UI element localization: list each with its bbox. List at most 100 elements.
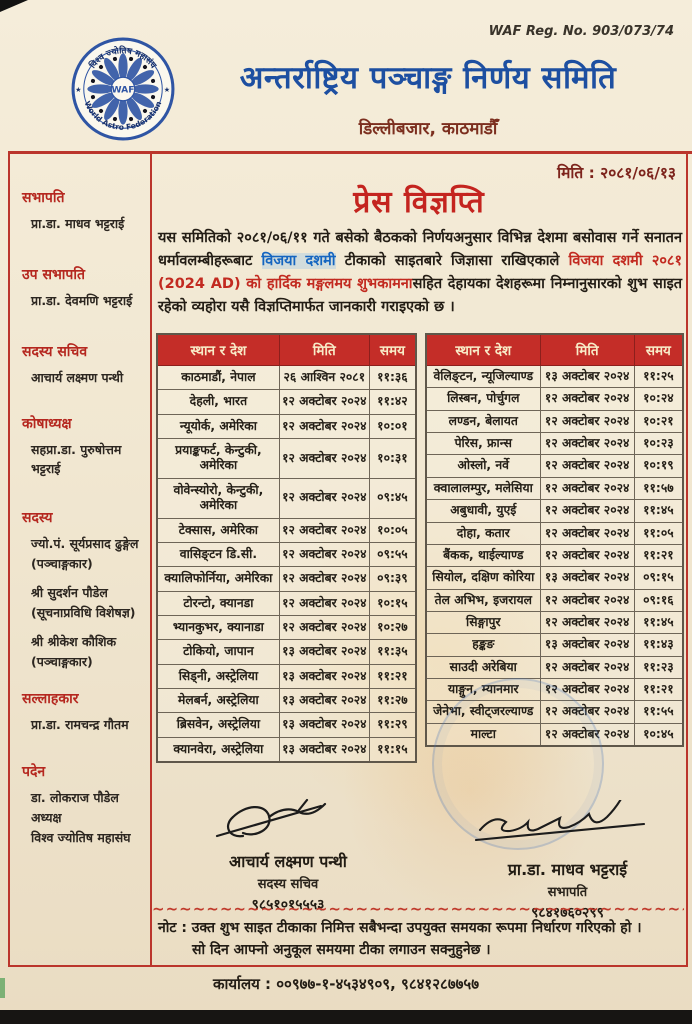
place-cell: टोकियो, जापान [156,639,280,665]
date-cell: १२ अक्टोबर २०२४ [278,389,370,415]
table-row: दोहा, कतार १२ अक्टोबर २०२४ ११:०५ [425,521,684,545]
sidebar-member-name: प्रा.डा. रामचन्द्र गौतम [31,717,129,733]
date-cell: १२ अक्टोबर २०२४ [278,541,370,568]
column-header: स्थान र देश [425,333,541,366]
sidebar-section: सदस्य सचिव आचार्य लक्ष्मण पन्थी [22,342,146,387]
table-row: अबुधावी, युएई १२ अक्टोबर २०२४ ११:४५ [425,499,684,523]
note-line: सो दिन आफ्नो अनुकूल समयमा टीका लगाउन सक्… [192,941,491,958]
time-cell: १०:२४ [633,387,684,411]
date-cell: १३ अक्टोबर २०२४ [539,364,635,389]
photo-artifact [0,978,5,998]
highlight-greeting: विजया दशमी २०८१ (2024 AD) को हार्दिक मङ्… [158,252,683,292]
signature-block-secretary: आचार्य लक्ष्मण पन्थी सदस्य सचिव ९८५१०१५५… [188,792,388,914]
date-cell: १२ अक्टोबर २०२४ [539,543,635,568]
saita-table-left: स्थान र देश मिति समय काठमाडौं, नेपाल २६ आश्… [156,333,417,764]
sidebar-member-name: (पञ्चाङ्गकार) [31,654,93,670]
time-cell: ११:२१ [633,678,684,702]
date-cell: १२ अक्टोबर २०२४ [539,476,635,501]
date-cell: १२ अक्टोबर २०२४ [539,409,635,434]
divider [8,151,10,967]
table-row: न्यूयोर्क, अमेरिका १२ अक्टोबर २०२४ १०:०१ [156,413,417,440]
sidebar-section-title: सदस्य सचिव [22,344,88,361]
table-row: लिस्बन, पोर्चुगल १२ अक्टोबर २०२४ १०:२४ [425,387,684,411]
column-header: समय [633,333,684,366]
table-row: देहली, भारत १२ अक्टोबर २०२४ ११:४२ [156,389,417,415]
place-cell: तेल अभिभ, इजरायल [425,588,541,612]
place-cell: वेलिङ्टन, न्यूजिल्याण्ड [425,364,541,389]
organization-name: अन्तर्राष्ट्रिय पञ्चाङ्ग निर्णय समिति [239,60,617,96]
date-cell: १२ अक्टोबर २०२४ [278,566,370,592]
official-stamp [432,678,604,850]
signature-block-chairman: प्रा.डा. माधव भट्टराई सभापति ९८४१७६०२९९ [455,797,680,922]
registration-number: WAF Reg. No. 903/073/74 [488,24,674,39]
table-row: मेलबर्न, अस्ट्रेलिया १३ अक्टोबर २०२४ ११:२७ [156,688,417,714]
table-row: टोरन्टो, क्यानडा १२ अक्टोबर २०२४ १०:१५ [156,590,417,616]
highlight-vijaya-dashami: विजया दशमी [261,252,336,269]
sidebar-member-name: (सूचनाप्रविधि विशेषज्ञ) [31,605,136,620]
table-row: तेल अभिभ, इजरायल १२ अक्टोबर २०२४ ०९:१६ [425,588,684,612]
table-row: क्वालालम्पुर, मलेसिया १२ अक्टोबर २०२४ ११:५… [425,476,684,501]
wavy-divider: ~~~~~~~~~~~~~~~~~~~~~~~~~~~~~~~~~~~~~~~~… [152,904,684,916]
place-cell: ब्रिसवेन, अस्ट्रेलिया [156,712,280,738]
time-cell: १०:१५ [368,590,417,616]
time-cell: ११:५५ [633,700,684,724]
signatory-name: प्रा.डा. माधव भट्टराई [507,860,628,879]
date-cell: १३ अक्टोबर २०२४ [278,688,370,714]
photo-artifact-bottom [0,1010,692,1024]
date-cell: १२ अक्टोबर २०२४ [539,432,635,456]
table-row: बैंकक, थाईल्याण्ड १२ अक्टोबर २०२४ ११:२१ [425,543,684,568]
date-cell: १२ अक्टोबर २०२४ [278,438,370,479]
table-row: लण्डन, बेलायत १२ अक्टोबर २०२४ १०:२१ [425,409,684,434]
place-cell: सिङ्गापुर [425,610,541,635]
table-row: पेरिस, फ्रान्स १२ अक्टोबर २०२४ १०:२३ [425,432,684,456]
date-cell: १२ अक्टोबर २०२४ [278,590,370,616]
time-cell: ११:२१ [633,543,684,568]
place-cell: काठमाडौं, नेपाल [156,364,280,391]
table-row: ब्रिसवेन, अस्ट्रेलिया १३ अक्टोबर २०२४ ११:२… [156,712,417,738]
date-cell: १२ अक्टोबर २०२४ [278,517,370,543]
time-cell: ०९:१६ [633,588,684,612]
sidebar-section-title: कोषाध्यक्ष [22,416,72,433]
paragraph-text: टीकाको साइतबारे जिज्ञासा राखिएकाले [335,252,569,269]
time-cell: ११:२१ [368,663,417,690]
time-cell: ११:४५ [633,610,684,635]
place-cell: टेक्सास, अमेरिका [156,517,280,543]
time-cell: १०:०१ [368,413,417,440]
place-cell: वोवेन्स्योरो, केन्टुकी, अमेरिका [156,477,280,519]
table-row: क्यानवेरा, अस्ट्रेलिया १३ अक्टोबर २०२४ ११:… [156,736,417,763]
sidebar-section: सभापति प्रा.डा. माधव भट्टराई [22,188,146,233]
time-cell: १०:२३ [633,432,684,456]
date-cell: १२ अक्टोबर २०२४ [539,499,635,523]
signatory-role: सभापति [547,885,588,900]
sidebar-section-title: पदेन [22,763,46,780]
time-cell: १०:२७ [368,614,417,641]
sidebar-section: कोषाध्यक्ष सहप्रा.डा. पुरुषोत्तम भट्टराई [22,414,146,477]
place-cell: हङ्कङ [425,633,541,657]
date-cell: १२ अक्टोबर २०२४ [539,610,635,635]
time-cell: ११:२९ [368,712,417,738]
signatory-name: आचार्य लक्ष्मण पन्थी [229,852,347,871]
date-cell: १३ अक्टोबर २०२४ [278,663,370,690]
place-cell: क्यानवेरा, अस्ट्रेलिया [156,736,280,763]
date-cell: १२ अक्टोबर २०२४ [539,387,635,411]
place-cell: भ्यानकुभर, क्यानाडा [156,614,280,641]
time-cell: ११:४३ [633,633,684,657]
star-icon: ★ [164,85,170,94]
signatory-phone: ९८४१७६०२९९ [531,905,604,921]
table-header-row: स्थान र देश मिति समय [156,333,417,366]
date-cell: १३ अक्टोबर २०२४ [278,639,370,665]
table-row: वेलिङ्टन, न्यूजिल्याण्ड १३ अक्टोबर २०२४ ११… [425,364,684,389]
place-cell: सिड्नी, अस्ट्रेलिया [156,663,280,690]
press-paragraph: यस समितिको २०८१/०६/११ गते बसेको बैठकको न… [158,227,682,319]
sidebar-member-name: सहप्रा.डा. पुरुषोत्तम भट्टराई [31,442,122,476]
table-row: ओस्लो, नर्वे १२ अक्टोबर २०२४ १०:१९ [425,454,684,478]
sidebar-member-name: (पञ्चाङ्गकार) [31,555,93,571]
place-cell: अबुधावी, युएई [425,499,541,523]
place-cell: मेलबर्न, अस्ट्रेलिया [156,688,280,714]
place-cell: लिस्बन, पोर्चुगल [425,387,541,411]
sidebar-member-name: आचार्य लक्ष्मण पन्थी [31,370,124,386]
table-row: काठमाडौं, नेपाल २६ आश्विन २०८१ ११:३६ [156,364,417,391]
date-cell: २६ आश्विन २०८१ [278,364,370,391]
table-row: क्यालिफोर्निया, अमेरिका १२ अक्टोबर २०२४ ०९… [156,566,417,592]
